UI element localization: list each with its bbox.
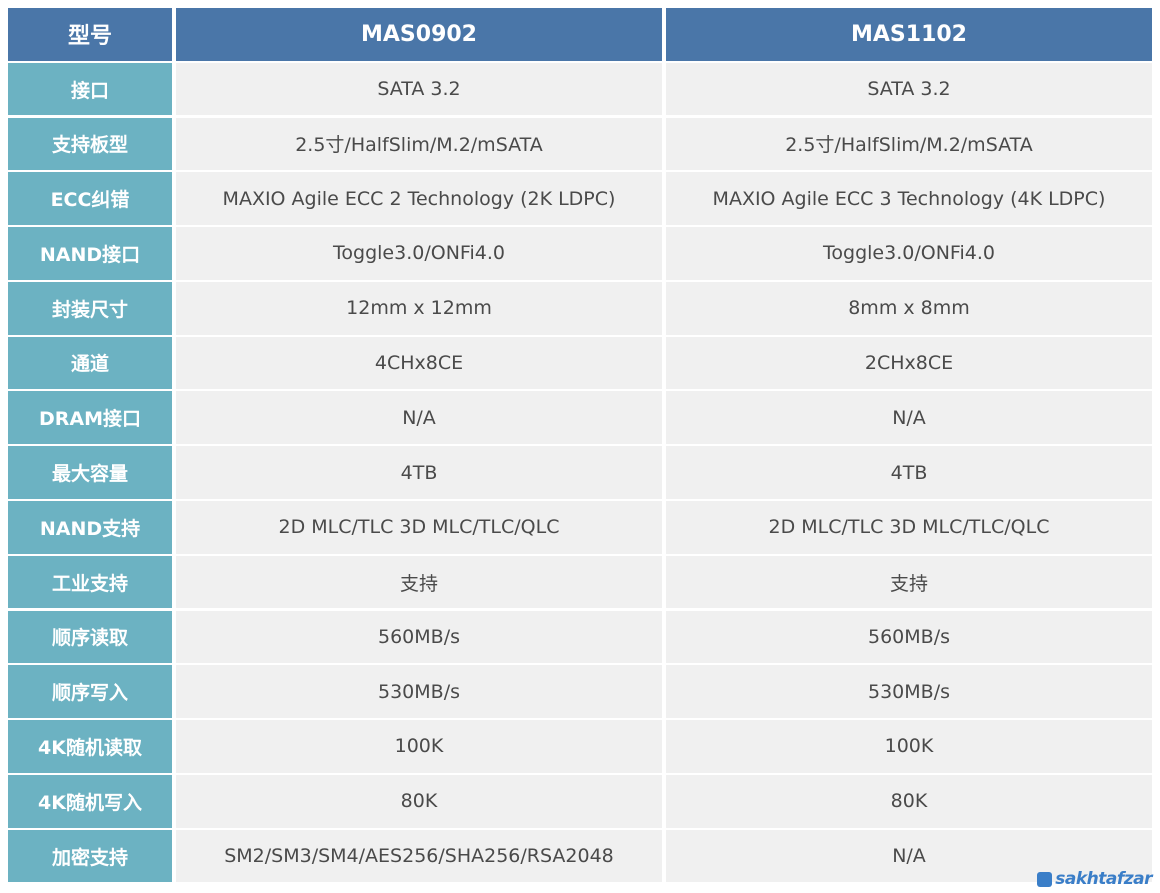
- cell-mas0902: 2.5寸/HalfSlim/M.2/mSATA: [176, 117, 662, 171]
- cell-mas0902: SATA 3.2: [176, 62, 662, 116]
- row-label: 最大容量: [8, 446, 172, 499]
- row-label: ECC纠错: [8, 172, 172, 225]
- cell-mas1102: 2CHx8CE: [666, 336, 1152, 390]
- cell-mas0902: 560MB/s: [176, 610, 662, 664]
- row-label: 工业支持: [8, 555, 172, 609]
- cell-mas0902: 2D MLC/TLC 3D MLC/TLC/QLC: [176, 501, 662, 554]
- header-model-label: 型号: [8, 8, 172, 61]
- cell-mas0902: 4CHx8CE: [176, 336, 662, 390]
- cell-mas1102: 支持: [666, 555, 1152, 609]
- cell-mas0902: 支持: [176, 555, 662, 609]
- watermark-text: sakhtafzar: [1055, 869, 1152, 889]
- cell-mas0902: 80K: [176, 774, 662, 828]
- cell-mas1102: N/A: [666, 829, 1152, 883]
- cell-mas1102: 80K: [666, 774, 1152, 828]
- row-label: 顺序读取: [8, 610, 172, 664]
- row-label: 接口: [8, 62, 172, 116]
- row-label: 4K随机读取: [8, 720, 172, 773]
- sakhtafzar-watermark: sakhtafzar: [1037, 869, 1152, 889]
- cell-mas0902: 4TB: [176, 446, 662, 499]
- cell-mas0902: N/A: [176, 391, 662, 445]
- row-label: 加密支持: [8, 829, 172, 883]
- cell-mas0902: 100K: [176, 720, 662, 773]
- cell-mas0902: Toggle3.0/ONFi4.0: [176, 227, 662, 280]
- cell-mas1102: 2.5寸/HalfSlim/M.2/mSATA: [666, 117, 1152, 171]
- cell-mas1102: 100K: [666, 720, 1152, 773]
- cell-mas0902: SM2/SM3/SM4/AES256/SHA256/RSA2048: [176, 829, 662, 883]
- row-label: 支持板型: [8, 117, 172, 171]
- sakhtafzar-logo-icon: [1037, 871, 1053, 887]
- row-label: DRAM接口: [8, 391, 172, 445]
- cell-mas0902: MAXIO Agile ECC 2 Technology (2K LDPC): [176, 172, 662, 225]
- cell-mas1102: 530MB/s: [666, 665, 1152, 718]
- cell-mas0902: 530MB/s: [176, 665, 662, 718]
- row-label: NAND支持: [8, 501, 172, 554]
- cell-mas1102: N/A: [666, 391, 1152, 445]
- cell-mas1102: 2D MLC/TLC 3D MLC/TLC/QLC: [666, 501, 1152, 554]
- header-mas1102: MAS1102: [666, 8, 1152, 61]
- row-label: 4K随机写入: [8, 774, 172, 828]
- cell-mas1102: MAXIO Agile ECC 3 Technology (4K LDPC): [666, 172, 1152, 225]
- row-label: NAND接口: [8, 227, 172, 280]
- header-mas0902: MAS0902: [176, 8, 662, 61]
- row-label: 封装尺寸: [8, 281, 172, 335]
- cell-mas1102: 4TB: [666, 446, 1152, 499]
- row-label: 顺序写入: [8, 665, 172, 718]
- cell-mas1102: Toggle3.0/ONFi4.0: [666, 227, 1152, 280]
- cell-mas1102: 8mm x 8mm: [666, 281, 1152, 335]
- cell-mas1102: SATA 3.2: [666, 62, 1152, 116]
- spec-comparison-table: 型号 MAS0902 MAS1102 接口 SATA 3.2 SATA 3.2 …: [8, 8, 1152, 883]
- row-label: 通道: [8, 336, 172, 390]
- cell-mas1102: 560MB/s: [666, 610, 1152, 664]
- cell-mas0902: 12mm x 12mm: [176, 281, 662, 335]
